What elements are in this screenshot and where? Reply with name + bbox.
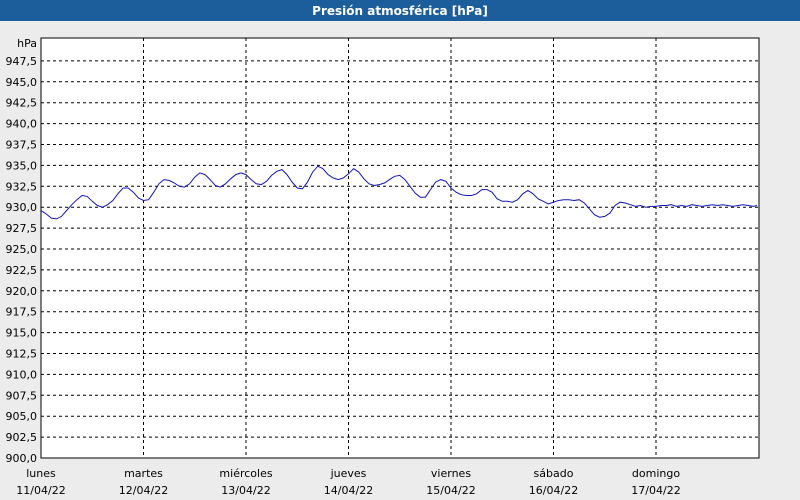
y-tick-label: 940,0	[6, 118, 38, 131]
y-tick-label: 922,5	[6, 264, 38, 277]
y-tick-label: 920,0	[6, 285, 38, 298]
y-tick-label: 917,5	[6, 306, 38, 319]
x-tick-day-label: martes	[124, 467, 163, 480]
y-tick-label: 945,0	[6, 76, 38, 89]
y-tick-label: 927,5	[6, 222, 38, 235]
y-tick-label: 937,5	[6, 139, 38, 152]
x-tick-day-label: sábado	[534, 467, 574, 480]
y-tick-label: 935,0	[6, 159, 38, 172]
y-tick-label: 910,0	[6, 368, 38, 381]
y-unit-label: hPa	[17, 37, 37, 50]
y-tick-label: 930,0	[6, 201, 38, 214]
x-tick-date-label: 16/04/22	[529, 484, 578, 497]
chart-title: Presión atmosférica [hPa]	[0, 0, 800, 21]
y-tick-label: 907,5	[6, 389, 38, 402]
y-axis-ticks: 947,5 945,0 942,5 940,0 937,5 935,0 932,5 930,0…	[6, 55, 38, 465]
x-tick-date-label: 13/04/22	[221, 484, 270, 497]
x-tick-day-label: jueves	[330, 467, 367, 480]
grid-lines	[41, 38, 759, 458]
y-tick-label: 942,5	[6, 97, 38, 110]
y-tick-label: 915,0	[6, 327, 38, 340]
y-tick-label: 947,5	[6, 55, 38, 68]
y-tick-label: 902,5	[6, 431, 38, 444]
y-tick-label: 900,0	[6, 452, 38, 465]
x-tick-date-label: 11/04/22	[16, 484, 65, 497]
y-tick-label: 925,0	[6, 243, 38, 256]
x-tick-date-label: 15/04/22	[426, 484, 475, 497]
x-tick-day-label: viernes	[431, 467, 471, 480]
x-tick-day-label: lunes	[26, 467, 56, 480]
y-tick-label: 905,0	[6, 410, 38, 423]
pressure-series-line	[40, 165, 758, 220]
x-tick-date-label: 12/04/22	[119, 484, 168, 497]
x-tick-day-label: domingo	[632, 467, 680, 480]
x-tick-date-label: 17/04/22	[631, 484, 680, 497]
y-tick-label: 932,5	[6, 180, 38, 193]
plot-area	[40, 37, 760, 459]
y-tick-label: 912,5	[6, 348, 38, 361]
x-axis-ticks: lunes 11/04/22 martes 12/04/22 miércoles 13/0…	[16, 467, 680, 497]
x-tick-day-label: miércoles	[219, 467, 272, 480]
pressure-chart: 947,5 945,0 942,5 940,0 937,5 935,0 932,5 930,0…	[6, 37, 760, 497]
x-tick-date-label: 14/04/22	[324, 484, 373, 497]
